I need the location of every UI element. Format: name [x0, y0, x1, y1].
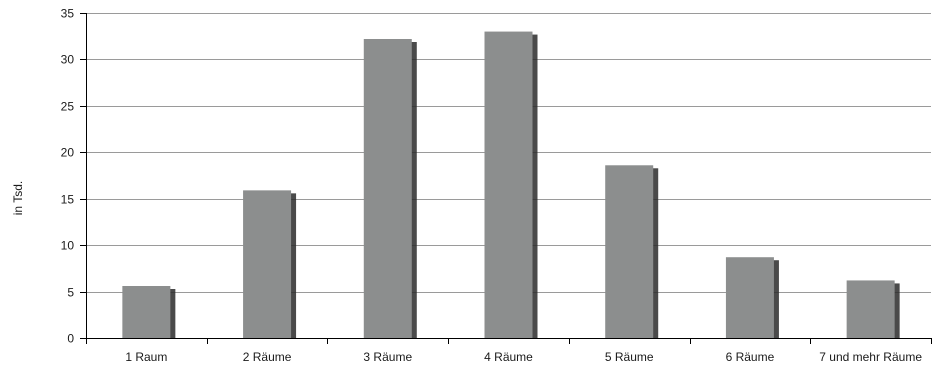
y-tick-label: 20 [61, 146, 75, 160]
bar [605, 165, 654, 338]
bar [725, 257, 774, 338]
y-tick-label: 5 [67, 286, 74, 300]
y-axis-title: in Tsd. [11, 181, 25, 215]
y-tick-label: 15 [61, 193, 75, 207]
bar [846, 280, 895, 338]
x-tick-label: 5 Räume [605, 350, 654, 364]
bar [243, 190, 292, 338]
x-tick-label: 1 Raum [125, 350, 167, 364]
x-tick-label: 6 Räume [726, 350, 775, 364]
y-tick-labels: 0 5 10 15 20 25 30 35 [61, 7, 75, 346]
y-tick-label: 10 [61, 239, 75, 253]
x-tick-label: 7 und mehr Räume [819, 350, 922, 364]
bar [122, 286, 171, 338]
axes [80, 13, 932, 344]
x-tick-label: 2 Räume [243, 350, 292, 364]
y-tick-label: 30 [61, 53, 75, 67]
bar [363, 39, 412, 338]
bar [484, 31, 533, 338]
x-tick-label: 4 Räume [484, 350, 533, 364]
x-tick-labels: 1 Raum 2 Räume 3 Räume 4 Räume 5 Räume 6 Räum… [125, 350, 922, 364]
bars [122, 31, 900, 338]
y-tick-label: 0 [67, 332, 74, 346]
y-tick-label: 35 [61, 7, 75, 21]
x-tick-label: 3 Räume [363, 350, 412, 364]
y-tick-label: 25 [61, 100, 75, 114]
